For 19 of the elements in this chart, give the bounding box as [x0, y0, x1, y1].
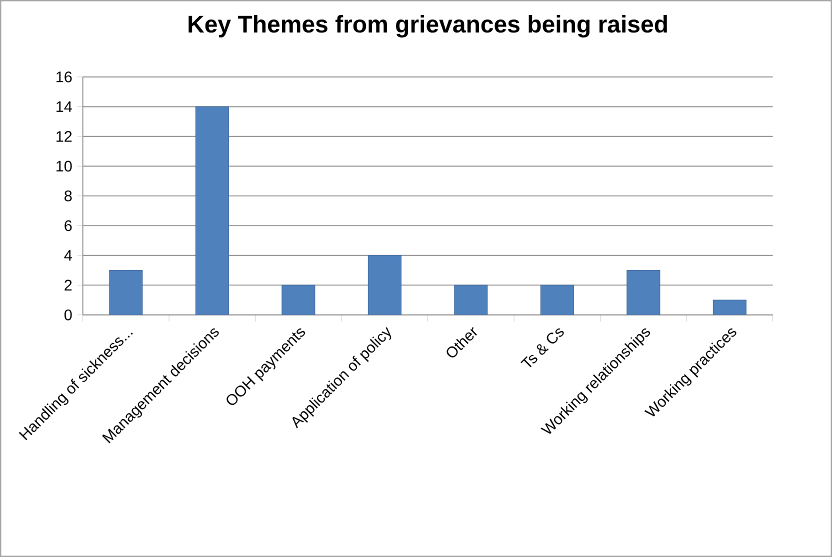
- bar: [195, 106, 229, 315]
- chart-title: Key Themes from grievances being raised: [188, 15, 667, 38]
- y-tick-label: 14: [56, 101, 72, 112]
- bar: [368, 255, 402, 315]
- bar: [626, 270, 660, 315]
- bar: [282, 284, 316, 315]
- y-tick-label: 4: [64, 250, 72, 261]
- x-tick-label: Ts & Cs: [520, 328, 564, 368]
- bar: [109, 270, 143, 315]
- bar: [540, 284, 574, 315]
- y-tick-label: 8: [64, 190, 72, 202]
- y-tick-label: 16: [56, 71, 72, 82]
- y-tick-label: 12: [56, 131, 72, 142]
- y-tick-label: 0: [64, 309, 72, 320]
- bar: [454, 284, 488, 315]
- bar: [712, 300, 746, 315]
- y-tick-label: 2: [64, 280, 72, 291]
- y-tick-label: 10: [56, 160, 72, 172]
- y-tick-label: 6: [64, 220, 72, 232]
